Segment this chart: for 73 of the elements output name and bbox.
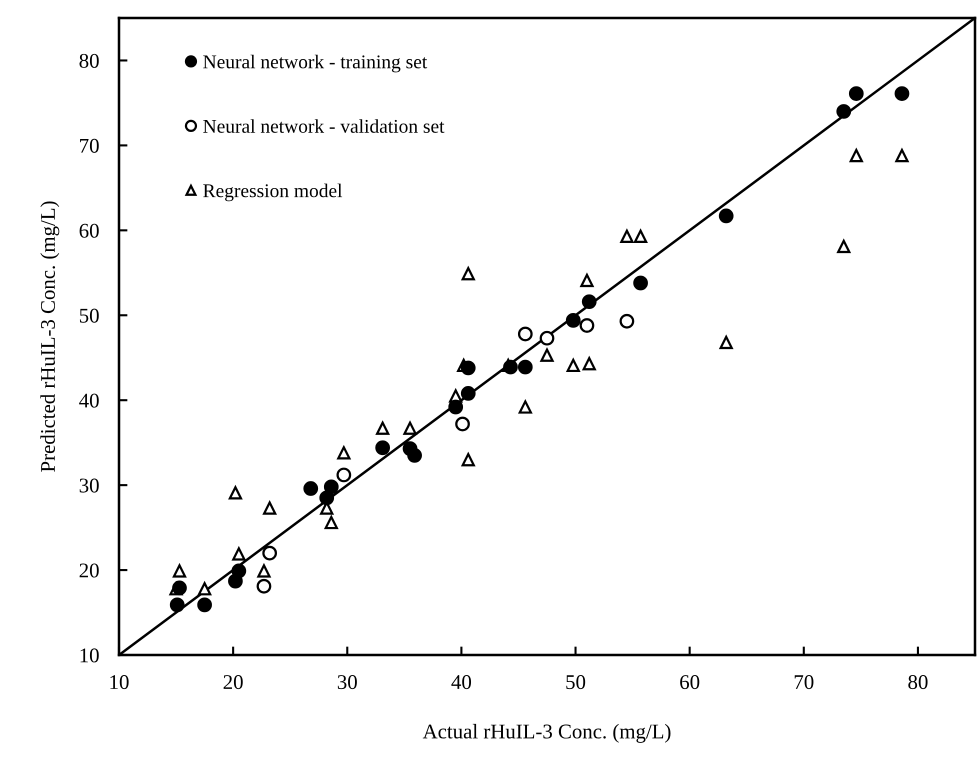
- point: [718, 208, 734, 224]
- point: [256, 578, 272, 594]
- point: [228, 486, 242, 500]
- point: [837, 240, 850, 254]
- point: [172, 580, 187, 596]
- x-axis-title: Actual rHuIL-3 Conc. (mg/L): [422, 724, 670, 743]
- y-tick-label: 50: [80, 308, 99, 323]
- point: [170, 598, 185, 612]
- x-tick-label: 70: [794, 675, 814, 690]
- x-tick-label: 50: [566, 675, 586, 690]
- point: [232, 547, 246, 561]
- x-tick-label: 20: [224, 675, 243, 690]
- point: [303, 481, 318, 496]
- point: [262, 546, 278, 560]
- point: [172, 564, 186, 578]
- point: [620, 230, 634, 243]
- point: [324, 516, 338, 530]
- point: [319, 490, 334, 506]
- point: [582, 357, 596, 370]
- point: [540, 330, 554, 346]
- point: [228, 574, 243, 588]
- point: [848, 86, 864, 101]
- point: [720, 336, 733, 350]
- point: [582, 294, 597, 310]
- point: [580, 318, 594, 333]
- y-tick-label: 20: [80, 563, 99, 578]
- point: [850, 148, 863, 162]
- legend-label: Neural network - validation set: [203, 119, 444, 133]
- y-tick-label: 40: [79, 394, 99, 408]
- point: [257, 564, 271, 578]
- y-tick-label: 80: [80, 54, 99, 68]
- point: [462, 452, 475, 466]
- legend-label: Neural network - training set: [203, 54, 428, 72]
- point: [403, 422, 417, 435]
- point: [518, 360, 533, 374]
- x-tick-label: 60: [680, 675, 700, 690]
- point: [197, 598, 212, 612]
- point: [580, 274, 594, 288]
- point: [375, 440, 390, 456]
- point: [503, 360, 518, 374]
- point: [518, 400, 532, 414]
- point: [462, 266, 475, 280]
- point: [566, 313, 581, 328]
- y-tick-label: 60: [80, 224, 99, 238]
- point: [336, 468, 352, 482]
- point: [448, 400, 464, 414]
- y-tick-label: 10: [80, 648, 99, 662]
- x-tick-label: 80: [908, 675, 928, 690]
- point: [895, 148, 909, 162]
- point: [566, 358, 580, 372]
- x-tick-label: 30: [338, 675, 357, 690]
- point: [407, 448, 422, 463]
- point: [836, 104, 852, 119]
- point: [633, 276, 648, 290]
- point: [324, 479, 339, 494]
- point: [262, 501, 276, 515]
- point: [460, 386, 476, 401]
- y-axis-title: Predicted rHuIL-3 Conc. (mg/L): [40, 201, 60, 472]
- x-tick-label: 40: [451, 675, 472, 690]
- point: [620, 314, 634, 329]
- point: [894, 86, 910, 101]
- point: [634, 230, 648, 243]
- x-tick-label: 10: [110, 675, 129, 690]
- legend-label: Regression model: [203, 184, 342, 202]
- point: [198, 582, 212, 596]
- point: [376, 422, 390, 435]
- point: [455, 416, 470, 432]
- point: [460, 360, 476, 376]
- y-tick-label: 70: [80, 138, 99, 153]
- point: [540, 348, 554, 362]
- y-tick-label: 30: [80, 478, 99, 493]
- point: [518, 326, 533, 342]
- point: [337, 446, 351, 460]
